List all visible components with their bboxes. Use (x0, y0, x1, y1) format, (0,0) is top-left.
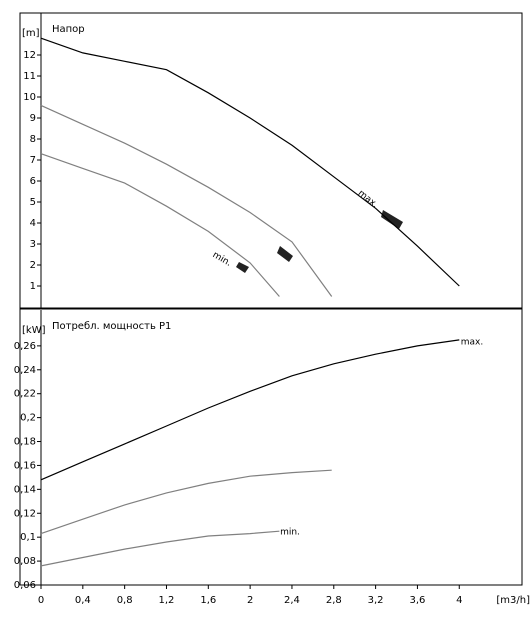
series-label: max. (461, 338, 483, 348)
x-tick-label: 2,8 (326, 595, 342, 606)
curve (40, 104, 333, 297)
y-tick-label: 11 (23, 71, 36, 82)
panel-frame (19, 12, 523, 309)
x-axis-label: [m3/h] (496, 595, 530, 606)
y-axis-label: [m] (22, 28, 40, 39)
marker (236, 262, 249, 273)
x-tick-label: 2 (247, 595, 253, 606)
y-axis-label: [kW] (22, 325, 46, 336)
y-tick-label: 0,16 (14, 460, 36, 471)
series-label: min. (211, 250, 233, 269)
y-tick-label: 4 (30, 218, 36, 229)
chart-title: Потребл. мощность P1 (52, 321, 171, 332)
y-tick-label: 0,1 (20, 532, 36, 543)
curve (40, 153, 280, 297)
x-tick-label: 0 (38, 595, 44, 606)
x-tick-label: 0,4 (75, 595, 91, 606)
y-tick-label: 0,26 (14, 341, 36, 352)
y-tick-label: 12 (23, 50, 36, 61)
y-tick-label: 0,2 (20, 413, 36, 424)
curve (40, 530, 280, 567)
y-tick-label: 0,18 (14, 437, 36, 448)
series-label: min. (280, 528, 300, 538)
y-tick-label: 8 (30, 134, 36, 145)
y-tick-label: 0,06 (14, 580, 36, 591)
y-tick-label: 9 (30, 113, 36, 124)
curve (40, 339, 460, 481)
y-tick-label: 0,22 (14, 389, 36, 400)
curve (40, 469, 332, 535)
y-tick-label: 0,14 (14, 484, 36, 495)
x-tick-label: 4 (456, 595, 462, 606)
y-tick-label: 0,12 (14, 508, 36, 519)
y-tick-label: 7 (30, 155, 36, 166)
x-tick-label: 3,2 (368, 595, 384, 606)
x-tick-label: 3,6 (409, 595, 425, 606)
x-tick-label: 1,6 (200, 595, 216, 606)
y-tick-label: 3 (30, 239, 36, 250)
y-tick-label: 0,08 (14, 556, 36, 567)
y-tick-label: 0,24 (14, 365, 36, 376)
y-tick-label: 6 (30, 176, 36, 187)
y-tick-label: 1 (30, 281, 36, 292)
series-label: max. (356, 189, 380, 211)
y-tick-label: 5 (30, 197, 36, 208)
marker (381, 210, 403, 229)
curve (40, 37, 460, 287)
marker (277, 246, 293, 262)
x-tick-label: 1,2 (159, 595, 175, 606)
x-tick-label: 0,8 (117, 595, 133, 606)
y-tick-label: 2 (30, 260, 36, 271)
panel-frame (19, 308, 523, 586)
x-tick-label: 2,4 (284, 595, 300, 606)
chart-title: Напор (52, 24, 85, 35)
y-tick-label: 10 (23, 92, 36, 103)
